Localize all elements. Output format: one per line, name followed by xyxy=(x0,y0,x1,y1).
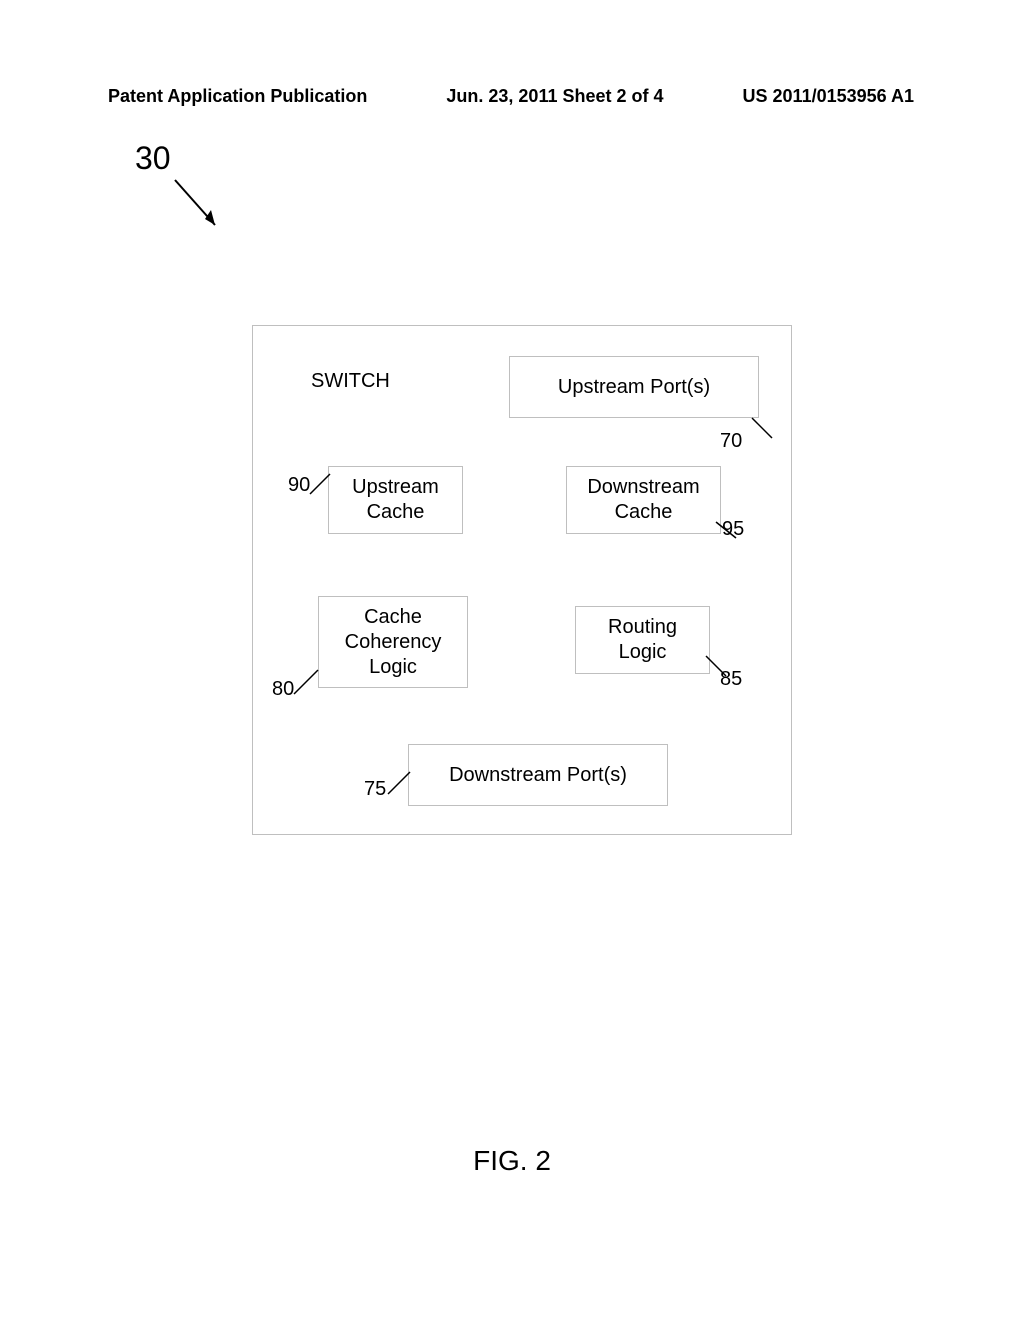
reference-arrow-icon xyxy=(170,175,230,235)
downstream-ports-box: Downstream Port(s) xyxy=(408,744,668,806)
figure-caption: FIG. 2 xyxy=(0,1145,1024,1177)
header-publication-label: Patent Application Publication xyxy=(108,86,367,107)
switch-title: SWITCH xyxy=(311,370,390,393)
reference-numeral-30: 30 xyxy=(135,140,171,177)
routing-logic-box: RoutingLogic xyxy=(575,606,710,674)
reference-numeral-70: 70 xyxy=(720,430,742,453)
reference-numeral-90: 90 xyxy=(288,474,310,497)
routing-logic-label: RoutingLogic xyxy=(608,615,677,665)
upstream-cache-label: UpstreamCache xyxy=(352,475,439,525)
downstream-cache-box: DownstreamCache xyxy=(566,466,721,534)
reference-numeral-85: 85 xyxy=(720,668,742,691)
page-header: Patent Application Publication Jun. 23, … xyxy=(0,86,1024,107)
header-date-sheet: Jun. 23, 2011 Sheet 2 of 4 xyxy=(446,86,663,107)
upstream-ports-box: Upstream Port(s) xyxy=(509,356,759,418)
header-doc-number: US 2011/0153956 A1 xyxy=(743,86,914,107)
upstream-cache-box: UpstreamCache xyxy=(328,466,463,534)
switch-block: SWITCH Upstream Port(s) UpstreamCache Do… xyxy=(252,325,792,835)
reference-numeral-75: 75 xyxy=(364,778,386,801)
patent-figure-page: Patent Application Publication Jun. 23, … xyxy=(0,0,1024,1320)
downstream-ports-label: Downstream Port(s) xyxy=(449,763,627,788)
upstream-ports-label: Upstream Port(s) xyxy=(558,375,710,400)
reference-numeral-80: 80 xyxy=(272,678,294,701)
cache-coherency-box: CacheCoherencyLogic xyxy=(318,596,468,688)
cache-coherency-label: CacheCoherencyLogic xyxy=(345,605,442,680)
downstream-cache-label: DownstreamCache xyxy=(587,475,699,525)
reference-numeral-95: 95 xyxy=(722,518,744,541)
